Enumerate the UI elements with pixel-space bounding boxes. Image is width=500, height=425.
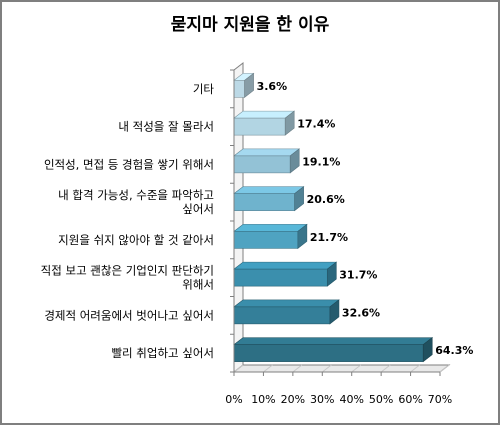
x-floor-line — [263, 364, 273, 373]
data-label: 32.6% — [342, 306, 380, 319]
chart-title: 묻지마 지원을 한 이유 — [170, 15, 330, 35]
category-label: 내 합격 가능성, 수준을 파악하고 — [58, 188, 214, 202]
bar-end-face — [294, 186, 304, 212]
x-floor-line — [233, 364, 244, 373]
bar — [233, 186, 305, 212]
bar-front-face — [233, 193, 295, 211]
bar-front-face — [233, 231, 299, 249]
data-label: 17.4% — [297, 118, 335, 131]
bar-end-face — [297, 223, 308, 249]
data-label: 64.3% — [435, 344, 473, 357]
bar — [233, 337, 434, 363]
bar — [233, 299, 340, 325]
bar-top-face — [233, 224, 308, 232]
bar-top-face — [233, 110, 296, 119]
bar — [233, 223, 308, 249]
x-tick-label: 20% — [281, 393, 305, 406]
x-floor-line — [292, 364, 303, 373]
x-floor-line — [439, 364, 450, 373]
bar — [233, 148, 301, 174]
category-label: 기타 — [193, 82, 215, 96]
bar-front-face — [233, 117, 286, 136]
bar-end-face — [326, 261, 337, 287]
axis-floor — [232, 364, 451, 373]
bar-end-face — [244, 72, 254, 98]
data-label: 19.1% — [302, 155, 340, 168]
x-tick-label: 40% — [339, 393, 363, 406]
x-floor-line — [410, 364, 420, 373]
bar-top-face — [233, 299, 340, 308]
category-label: 인적성, 면접 등 경험을 쌓기 위해서 — [44, 157, 214, 171]
x-tick-label: 70% — [428, 393, 452, 406]
category-label: 위해서 — [182, 278, 214, 292]
x-floor-line — [380, 364, 391, 373]
bar-top-face — [233, 337, 434, 345]
category-label: 싶어서 — [182, 202, 214, 216]
bar-front-face — [233, 344, 424, 362]
bar-front-face — [233, 155, 291, 174]
bar-top-face — [233, 186, 305, 194]
category-label: 빨리 취업하고 싶어서 — [111, 346, 214, 360]
x-floor-line — [351, 364, 362, 373]
data-label: 21.7% — [310, 231, 348, 244]
bar-front-face — [233, 306, 331, 325]
bar-top-face — [233, 148, 301, 157]
bar-end-face — [289, 148, 300, 174]
bar-end-face — [329, 299, 340, 325]
data-label: 31.7% — [339, 269, 377, 282]
data-label: 3.6% — [257, 80, 288, 93]
bar-end-face — [422, 337, 433, 363]
category-label: 경제적 어려움에서 벗어나고 싶어서 — [44, 308, 214, 322]
bar-front-face — [233, 268, 328, 287]
bar-front-face — [233, 80, 245, 98]
category-label: 지원을 쉬지 않아야 할 것 같아서 — [58, 233, 214, 247]
x-tick-label: 60% — [398, 393, 422, 406]
axis-side-wall — [233, 61, 244, 374]
bar — [233, 261, 338, 287]
x-floor-line — [321, 364, 332, 373]
bar-end-face — [284, 110, 295, 136]
plot-area: 0% 10% 20% 30% 40% 50% 60% 70% 3.6% 기타 17.4% 내 적성을 … — [41, 61, 473, 406]
x-tick-label: 30% — [310, 393, 334, 406]
data-label: 20.6% — [307, 193, 345, 206]
x-tick-label: 50% — [369, 393, 393, 406]
bar-top-face — [233, 261, 338, 270]
bar — [233, 110, 296, 136]
category-label: 내 적성을 잘 몰라서 — [118, 120, 214, 134]
x-tick-label: 0% — [225, 393, 242, 406]
category-label: 직접 보고 괜찮은 기업인지 판단하기 — [41, 264, 214, 278]
x-tick-label: 10% — [251, 393, 275, 406]
